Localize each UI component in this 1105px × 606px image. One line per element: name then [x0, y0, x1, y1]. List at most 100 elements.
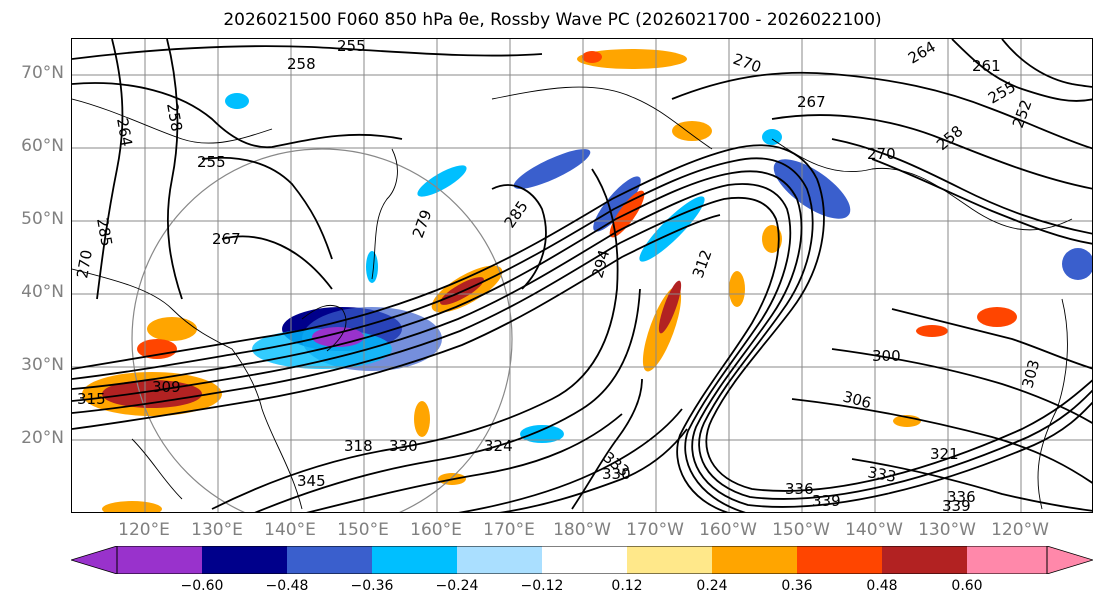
contour-label: 303 — [1018, 358, 1043, 390]
shade-blob — [1062, 248, 1092, 280]
map-panel: 255 258 264 258 255 270 267 279 285 294 … — [71, 38, 1093, 513]
shade-blob — [414, 401, 430, 437]
contour-label: 336 — [947, 488, 976, 506]
contour-label: 339 — [812, 492, 841, 510]
contour-label: 324 — [484, 437, 513, 455]
lon-label-150w: 150°W — [772, 520, 830, 540]
contour-label: 306 — [841, 387, 873, 412]
shade-blob — [577, 49, 687, 69]
colorbar-segment — [117, 546, 202, 574]
shade-blob — [147, 317, 197, 341]
lat-label-40n: 40°N — [21, 282, 64, 302]
lat-label-50n: 50°N — [21, 209, 64, 229]
lon-label-180w: 180°W — [553, 520, 611, 540]
shade-blob — [137, 339, 177, 359]
colorbar-segment — [797, 546, 882, 574]
lon-label-170e: 170°E — [483, 520, 535, 540]
shade-blob — [773, 159, 851, 219]
contour-label: 267 — [212, 230, 241, 248]
contour-label: 255 — [337, 39, 366, 55]
lon-label-140w: 140°W — [845, 520, 903, 540]
shade-blob — [729, 271, 745, 307]
lat-label-30n: 30°N — [21, 355, 64, 375]
figure-title: 2026021500 F060 850 hPa θe, Rossby Wave … — [223, 10, 882, 30]
lon-label-160w: 160°W — [699, 520, 757, 540]
colorbar-tick: −0.12 — [520, 578, 564, 594]
shade-blob — [513, 149, 591, 189]
colorbar-extend-high — [1046, 546, 1093, 574]
colorbar-segment — [287, 546, 372, 574]
shade-blob — [762, 225, 782, 253]
contour-label: 321 — [930, 445, 959, 463]
colorbar-tick: 0.24 — [696, 578, 728, 594]
colorbar-tick: 0.60 — [951, 578, 983, 594]
lon-label-130w: 130°W — [918, 520, 976, 540]
contour-label: 285 — [501, 198, 532, 232]
reference-circle — [131, 148, 513, 512]
colorbar-tick: −0.48 — [265, 578, 309, 594]
shade-blob — [225, 93, 249, 109]
contour-label: 264 — [113, 117, 136, 148]
shade-blob — [977, 307, 1017, 327]
shade-blob — [417, 165, 467, 197]
contour-label: 258 — [287, 55, 316, 73]
colorbar-tick: 0.36 — [781, 578, 813, 594]
contour-label: 270 — [731, 50, 764, 77]
colorbar-segment — [712, 546, 797, 574]
theta-e-contours — [72, 39, 1092, 512]
contour-label: 300 — [872, 347, 901, 365]
lon-label-150e: 150°E — [337, 520, 389, 540]
colorbar-tick: −0.60 — [180, 578, 224, 594]
lat-label-20n: 20°N — [21, 428, 64, 448]
shade-blob — [916, 325, 948, 337]
contour-label: 336 — [785, 480, 814, 498]
contour-label: 294 — [588, 248, 613, 280]
colorbar-segment — [882, 546, 967, 574]
contour-label: 267 — [797, 93, 826, 111]
lon-label-120e: 120°E — [118, 520, 170, 540]
colorbar-tick: 0.48 — [866, 578, 898, 594]
contour-label: 270 — [73, 248, 96, 279]
contour-label: 345 — [297, 472, 326, 490]
colorbar-segment — [967, 546, 1047, 574]
graticule — [72, 39, 1092, 512]
shade-blob — [672, 121, 712, 141]
colorbar — [71, 546, 1093, 574]
contour-label: 339 — [942, 497, 971, 513]
anomaly-shading — [82, 49, 1092, 512]
contour-label: 285 — [93, 217, 116, 248]
lon-label-170w: 170°W — [626, 520, 684, 540]
shade-blob — [520, 425, 564, 443]
contour-label: 315 — [77, 390, 106, 408]
contour-label: 255 — [197, 153, 226, 171]
contour-label-group: 255 258 264 258 255 270 267 279 285 294 … — [73, 39, 1043, 513]
contour-label: 264 — [905, 39, 939, 67]
lon-label-120w: 120°W — [991, 520, 1049, 540]
contour-label: 261 — [972, 57, 1001, 75]
contour-label: 258 — [163, 102, 186, 133]
contour-label: 333 — [866, 463, 897, 486]
colorbar-tick: −0.36 — [350, 578, 394, 594]
colorbar-segment — [372, 546, 457, 574]
contour-label: 309 — [152, 378, 181, 396]
colorbar-tick: 0.12 — [611, 578, 643, 594]
lon-label-140e: 140°E — [264, 520, 316, 540]
shade-blob — [582, 51, 602, 63]
colorbar-outline — [116, 546, 1048, 574]
lon-label-160e: 160°E — [410, 520, 462, 540]
contour-label: 330 — [602, 465, 631, 483]
contour-label: 258 — [933, 122, 967, 154]
contour-label: 312 — [689, 247, 716, 280]
contour-label: 318 — [344, 437, 373, 455]
colorbar-extend-low — [71, 546, 118, 574]
lat-label-70n: 70°N — [21, 63, 64, 83]
shade-blob — [102, 501, 162, 512]
colorbar-tick: −0.24 — [435, 578, 479, 594]
colorbar-segment — [457, 546, 542, 574]
contour-label: 330 — [389, 437, 418, 455]
colorbar-segment — [202, 546, 287, 574]
lat-label-60n: 60°N — [21, 136, 64, 156]
colorbar-segment — [542, 546, 627, 574]
lon-label-130e: 130°E — [191, 520, 243, 540]
map-canvas: 255 258 264 258 255 270 267 279 285 294 … — [72, 39, 1092, 513]
